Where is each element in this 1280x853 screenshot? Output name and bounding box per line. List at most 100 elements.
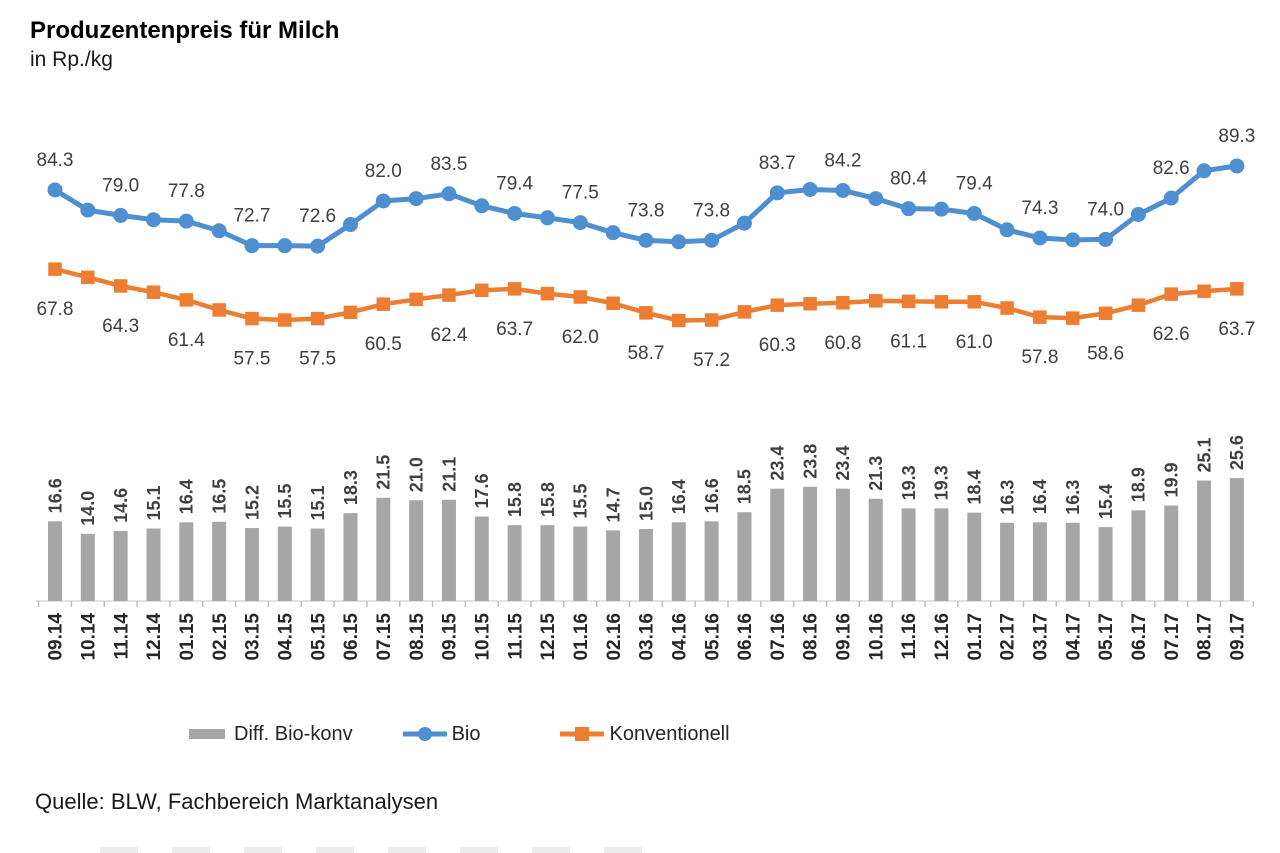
konventionell-line-value-label: 57.8 bbox=[1021, 347, 1058, 368]
konventionell-line-marker bbox=[803, 297, 817, 311]
x-axis-label: 04.17 bbox=[1063, 613, 1084, 661]
x-axis-label: 10.15 bbox=[472, 613, 493, 661]
konventionell-line-marker bbox=[212, 303, 226, 318]
konventionell-line-marker bbox=[343, 305, 358, 320]
bio-line-value-label: 89.3 bbox=[1218, 126, 1255, 147]
bio-line-marker bbox=[638, 233, 654, 249]
x-axis-label: 12.15 bbox=[538, 613, 559, 661]
konventionell-line-value-label: 60.5 bbox=[365, 334, 402, 355]
x-axis-label: 07.15 bbox=[374, 613, 395, 661]
konventionell-line-marker bbox=[179, 293, 194, 307]
bar-value-label: 18.5 bbox=[735, 469, 755, 504]
konventionell-line-marker bbox=[1131, 298, 1146, 313]
diff-bars: 16.6 14.0 14.6 15.1 16.4 16.5 15.2 15.5 15.1 18.3… bbox=[45, 435, 1247, 602]
bio-line-marker bbox=[113, 208, 129, 224]
bar-value-label: 16.5 bbox=[209, 479, 229, 514]
konventionell-line-value-label: 58.6 bbox=[1087, 344, 1124, 365]
legend-item-bio: Bio bbox=[401, 722, 481, 746]
konventionell-line-value-label: 61.4 bbox=[168, 330, 205, 351]
bar bbox=[803, 487, 818, 602]
bio-line-marker bbox=[835, 183, 851, 199]
bio-line: 84.3 79.0 77.8 72.7 72.6 82.0 83.5 79.4 77.5 73.8… bbox=[37, 126, 1255, 254]
bar bbox=[343, 513, 358, 602]
bio-line-value-label: 74.3 bbox=[1021, 198, 1058, 219]
konventionell-line-value-label: 62.0 bbox=[562, 327, 599, 348]
konventionell-line-marker bbox=[606, 296, 620, 311]
konventionell-line-marker bbox=[1098, 306, 1113, 321]
bar bbox=[376, 498, 391, 602]
konventionell-line-marker bbox=[48, 262, 62, 277]
konventionell-line-marker bbox=[1164, 287, 1178, 302]
bio-line-value-label: 72.7 bbox=[233, 206, 270, 227]
x-axis-label: 12.14 bbox=[144, 613, 165, 661]
bar bbox=[310, 528, 325, 602]
bar-value-label: 21.1 bbox=[439, 457, 459, 492]
bar-value-label: 25.1 bbox=[1194, 438, 1214, 473]
bar-value-label: 19.3 bbox=[932, 466, 952, 501]
bio-line-marker bbox=[310, 238, 326, 254]
x-axis-label: 11.16 bbox=[899, 613, 920, 660]
bar-value-label: 21.5 bbox=[374, 455, 394, 490]
x-axis-label: 09.17 bbox=[1228, 613, 1249, 661]
bar bbox=[277, 526, 292, 602]
x-axis-label: 07.17 bbox=[1162, 613, 1183, 661]
bio-line-marker bbox=[145, 212, 161, 228]
konventionell-line-value-label: 63.7 bbox=[496, 319, 533, 340]
bio-line-marker bbox=[868, 191, 884, 207]
bio-line-marker bbox=[999, 222, 1015, 238]
bio-line-marker bbox=[1163, 190, 1179, 206]
bar bbox=[835, 488, 850, 602]
chart-title: Produzentenpreis für Milch bbox=[30, 17, 340, 44]
x-axis-label: 05.17 bbox=[1096, 613, 1117, 661]
konventionell-line-marker bbox=[737, 305, 752, 319]
bar bbox=[113, 531, 128, 602]
x-axis-label: 02.15 bbox=[210, 613, 231, 661]
x-axis-label: 02.16 bbox=[604, 613, 625, 661]
konventionell-line-value-label: 67.8 bbox=[37, 299, 74, 320]
bio-line-marker bbox=[1098, 232, 1114, 248]
legend-label-bio: Bio bbox=[451, 722, 481, 745]
bar-value-label: 15.5 bbox=[571, 484, 591, 519]
konventionell-line-marker bbox=[81, 270, 95, 285]
x-axis-label: 09.14 bbox=[46, 613, 67, 661]
bio-line-marker bbox=[769, 185, 785, 201]
bio-line-value-label: 84.2 bbox=[824, 151, 861, 172]
bio-line-value-label: 83.7 bbox=[759, 153, 796, 174]
x-axis-label: 04.16 bbox=[669, 613, 690, 661]
legend-label-diff: Diff. Bio-konv bbox=[234, 722, 353, 745]
bio-line-value-label: 79.0 bbox=[102, 176, 139, 197]
bio-line-value-label: 73.8 bbox=[627, 201, 664, 222]
x-axis bbox=[36, 600, 1255, 608]
bar bbox=[606, 530, 621, 602]
bio-line-value-label: 79.4 bbox=[496, 174, 533, 195]
bar-value-label: 23.8 bbox=[800, 444, 820, 479]
bar bbox=[1229, 478, 1244, 602]
bio-line-value-label: 73.8 bbox=[693, 201, 730, 222]
konventionell-line-marker bbox=[672, 314, 686, 328]
bio-line-marker bbox=[736, 215, 752, 231]
line-square-swatch-icon bbox=[560, 727, 605, 742]
bar-value-label: 15.5 bbox=[275, 484, 295, 519]
konventionell-line-marker bbox=[540, 287, 555, 301]
konventionell-line-marker bbox=[1033, 310, 1047, 325]
bio-line-marker bbox=[47, 182, 63, 198]
bar-value-label: 16.4 bbox=[1030, 480, 1050, 515]
bar bbox=[1065, 523, 1080, 602]
bar-value-label: 15.1 bbox=[308, 486, 328, 521]
bar-value-label: 17.6 bbox=[472, 474, 492, 509]
bio-line-marker bbox=[704, 233, 720, 249]
x-axis-label: 05.15 bbox=[308, 613, 329, 661]
x-axis-label: 03.16 bbox=[637, 613, 658, 661]
x-axis-label: 08.16 bbox=[801, 613, 822, 661]
bio-line-marker bbox=[244, 238, 260, 254]
bar-value-label: 19.3 bbox=[899, 466, 919, 501]
bar-value-label: 15.8 bbox=[505, 482, 525, 517]
bio-line-value-label: 80.4 bbox=[890, 169, 927, 190]
bar-value-label: 23.4 bbox=[833, 446, 853, 481]
konventionell-line-marker bbox=[245, 312, 259, 326]
bar bbox=[901, 508, 916, 602]
konventionell-line-marker bbox=[310, 312, 325, 326]
konventionell-line-value-label: 61.1 bbox=[890, 332, 927, 353]
bar bbox=[474, 516, 489, 602]
bar bbox=[80, 534, 95, 602]
